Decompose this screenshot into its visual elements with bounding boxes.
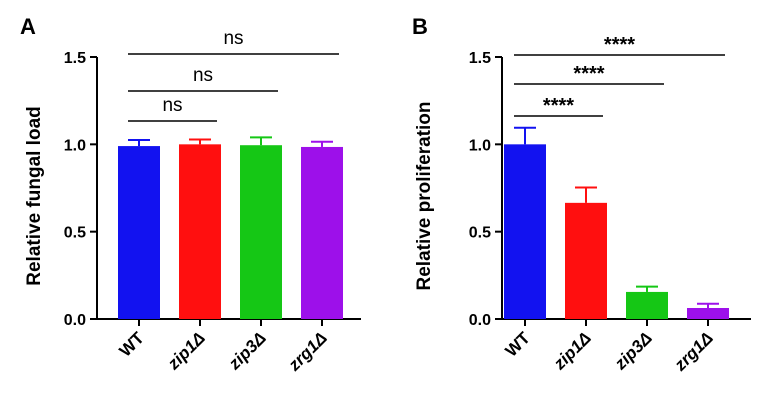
y-tick-label-a: 0.5 [64,225,86,242]
bar-b-3 [687,307,729,319]
y-tick-label-b: 1.0 [469,137,491,154]
bar-a-0 [118,146,160,319]
y-tick-label-b: 0.5 [469,225,491,242]
bar-b-2 [626,291,668,319]
y-tick-label-a: 0.0 [64,312,86,329]
chart-panel-a: 0.0 0.5 1.0 1.5 Relative fungal load WT zip1Δ z… [24,28,361,375]
bar-b-0 [504,144,546,319]
bar-a-1 [179,144,221,319]
significance-label-a-1: ns [193,65,213,86]
category-label-b-2: zip3Δ [610,328,656,374]
bar-a-3 [301,146,343,319]
category-label-a-2: zip3Δ [224,328,270,374]
y-tick-label-b: 1.5 [469,50,491,67]
y-axis-label-a: Relative fungal load [24,106,45,285]
category-label-a-0: WT [116,328,149,361]
significance-label-b-2: **** [604,34,635,56]
significance-label-b-0: **** [543,95,574,117]
bar-a-2 [240,145,282,319]
chart-panel-b: 0.0 0.5 1.0 1.5 Relative proliferation WT zip1… [414,34,751,375]
category-label-a-1: zip1Δ [163,328,209,374]
panel-letter-a: A [20,14,36,39]
panel-letter-b: B [412,14,428,39]
y-tick-label-b: 0.0 [469,312,491,329]
y-tick-label-a: 1.5 [64,50,86,67]
significance-label-b-1: **** [573,63,604,85]
significance-label-a-0: ns [162,95,182,116]
y-tick-label-a: 1.0 [64,137,86,154]
bar-b-1 [565,202,607,319]
category-label-b-1: zip1Δ [549,328,595,374]
y-axis-label-b: Relative proliferation [414,102,435,291]
significance-label-a-2: ns [223,28,243,49]
category-label-b-0: WT [502,328,535,361]
category-label-b-3: zrg1Δ [670,328,717,375]
category-label-a-3: zrg1Δ [284,328,331,375]
